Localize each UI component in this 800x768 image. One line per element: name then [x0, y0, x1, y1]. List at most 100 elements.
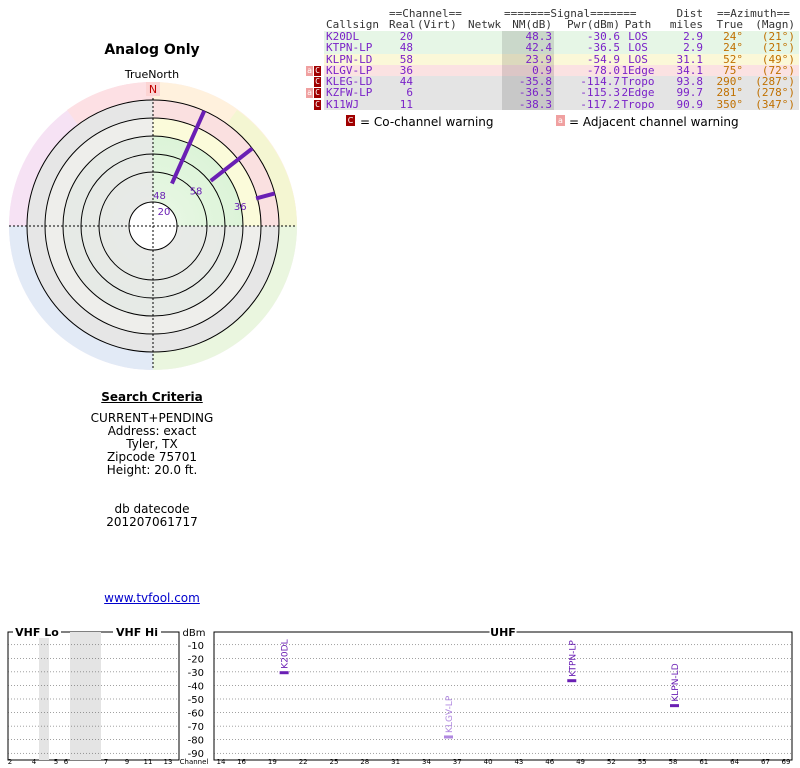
- table-group-header: ==Channel== =======Signal======= Dist ==…: [305, 8, 799, 19]
- col-callsign: Callsign: [326, 18, 379, 31]
- vhf-gap-band: [39, 632, 49, 760]
- distance-cell: 2.9: [683, 30, 703, 43]
- y-tick-label: -80: [188, 736, 204, 747]
- power-cell: -30.6: [586, 30, 620, 43]
- col-nm: NM(dB): [512, 18, 552, 31]
- distance-cell: 93.8: [676, 75, 704, 89]
- distance-cell: 99.7: [676, 86, 704, 100]
- search-criteria-heading: Search Criteria: [101, 390, 203, 404]
- real-channel-cell: 11: [399, 97, 413, 111]
- x-axis-label: Channel: [180, 758, 209, 766]
- search-zip: Zipcode 75701: [106, 450, 198, 464]
- tvfool-link[interactable]: www.tvfool.com: [104, 591, 200, 605]
- azimuth-true-cell: 290°: [716, 75, 744, 89]
- path-cell: LOS: [628, 30, 648, 43]
- co-channel-warning-icon: C: [314, 77, 321, 88]
- x-tick-label: 40: [484, 758, 493, 766]
- x-tick-label: 2: [8, 758, 12, 766]
- x-tick-label: 49: [576, 758, 585, 766]
- x-tick-label: 61: [699, 758, 708, 766]
- datecode-label: db datecode: [114, 502, 190, 516]
- real-channel-cell: 6: [406, 86, 413, 100]
- callsign-cell: KZFW-LP: [326, 86, 373, 100]
- y-tick-label: -20: [188, 654, 204, 665]
- station-table: ==Channel== =======Signal======= Dist ==…: [305, 8, 799, 111]
- search-criteria-mode: CURRENT+PENDING: [90, 411, 214, 425]
- col-virt: (Virt): [417, 18, 457, 31]
- real-channel-cell: 58: [399, 52, 413, 66]
- y-axis-label: dBm: [183, 628, 206, 639]
- datecode-value: 201207061717: [106, 515, 198, 529]
- path-cell: 1Edge: [621, 63, 655, 77]
- x-tick-label: 22: [299, 758, 308, 766]
- x-tick-label: 43: [514, 758, 523, 766]
- vhf-hi-section-title: VHF Hi: [116, 626, 158, 639]
- col-magn: (Magn): [755, 18, 795, 31]
- azimuth-true-cell: 281°: [716, 86, 744, 100]
- distance-cell: 34.1: [676, 63, 704, 77]
- distance-cell: 31.1: [676, 52, 704, 66]
- x-tick-label: 34: [422, 758, 431, 766]
- co-channel-legend-text: = Co-channel warning: [360, 115, 494, 129]
- azimuth-magnetic-cell: (347°): [755, 97, 795, 111]
- north-marker: [146, 82, 160, 96]
- co-channel-warning-icon: C: [314, 65, 321, 76]
- page-title: Analog Only: [104, 42, 200, 58]
- callsign-cell: KLPN-LD: [326, 52, 373, 66]
- x-tick-label: 31: [391, 758, 400, 766]
- spectrum-station-marker: [670, 704, 679, 708]
- noise-margin-cell: -38.3: [518, 97, 552, 111]
- x-tick-label: 67: [761, 758, 770, 766]
- col-pwr: Pwr(dBm): [567, 18, 620, 31]
- noise-margin-cell: -36.5: [518, 86, 552, 100]
- path-cell: LOS: [628, 41, 648, 55]
- polar-station-label: 58: [190, 187, 203, 198]
- y-tick-label: -40: [188, 681, 204, 692]
- table-row[interactable]: KTPN-LP 48 42.4 -36.5 LOS 2.9 24° (21°): [305, 41, 799, 55]
- real-channel-cell: 44: [399, 75, 413, 89]
- adjacent-channel-warning-icon: a: [306, 65, 313, 76]
- power-cell: -78.0: [586, 63, 620, 77]
- spectrum-station-marker: [567, 679, 577, 683]
- axis-lines: [9, 82, 297, 370]
- x-tick-label: 46: [545, 758, 554, 766]
- path-cell: Tropo: [621, 75, 655, 89]
- callsign-cell: KLEG-LD: [326, 75, 373, 89]
- azimuth-magnetic-cell: (287°): [755, 75, 795, 89]
- spectrum-station-label: KLGV-LP: [445, 695, 455, 733]
- table-row[interactable]: KLEG-LD 44 -35.8 -114.7 Tropo 93.8 290° (287°) C: [305, 75, 799, 89]
- polar-station-label: 36: [234, 202, 247, 213]
- azimuth-magnetic-cell: (72°): [761, 63, 795, 77]
- spectrum-station-label: KTPN-LP: [568, 640, 578, 677]
- real-channel-cell: 48: [399, 41, 413, 55]
- x-tick-label: 19: [268, 758, 277, 766]
- spectrum-station-label: K20DL: [281, 639, 291, 668]
- x-tick-label: 4: [32, 758, 37, 766]
- spectrum-station-label: KLPN-LD: [671, 663, 681, 701]
- distance-cell: 2.9: [683, 41, 703, 55]
- noise-margin-cell: 42.4: [525, 41, 553, 55]
- power-cell: -117.2: [580, 97, 620, 111]
- spectrum-station-marker: [444, 735, 453, 739]
- x-tick-label: 5: [54, 758, 58, 766]
- table-row[interactable]: K20DL 20 48.3 -30.6 LOS 2.9 24° (21°): [305, 30, 799, 43]
- vhf-lo-section-title: VHF Lo: [15, 626, 59, 639]
- x-tick-label: 37: [453, 758, 462, 766]
- callsign-cell: KLGV-LP: [326, 63, 373, 77]
- azimuth-group-header: ==Azimuth==: [717, 7, 790, 20]
- north-letter: N: [149, 83, 157, 96]
- table-row[interactable]: K11WJ 11 -38.3 -117.2 Tropo 90.9 350° (347°) C: [305, 97, 799, 111]
- noise-margin-cell: 48.3: [525, 30, 553, 43]
- callsign-cell: K11WJ: [326, 97, 360, 111]
- power-cell: -36.5: [586, 41, 620, 55]
- polar-station-bar: [209, 146, 254, 183]
- table-row[interactable]: KLPN-LD 58 23.9 -54.9 LOS 31.1 52° (49°): [305, 52, 799, 66]
- x-tick-label: 14: [217, 758, 226, 766]
- azimuth-magnetic-cell: (278°): [755, 86, 795, 100]
- search-height: Height: 20.0 ft.: [106, 463, 198, 477]
- path-cell: Tropo: [621, 97, 655, 111]
- table-body: K20DL 20 48.3 -30.6 LOS 2.9 24° (21°) KTPN-LP 48 4…: [305, 30, 799, 111]
- search-criteria: Search Criteria CURRENT+PENDING Address:…: [0, 391, 304, 529]
